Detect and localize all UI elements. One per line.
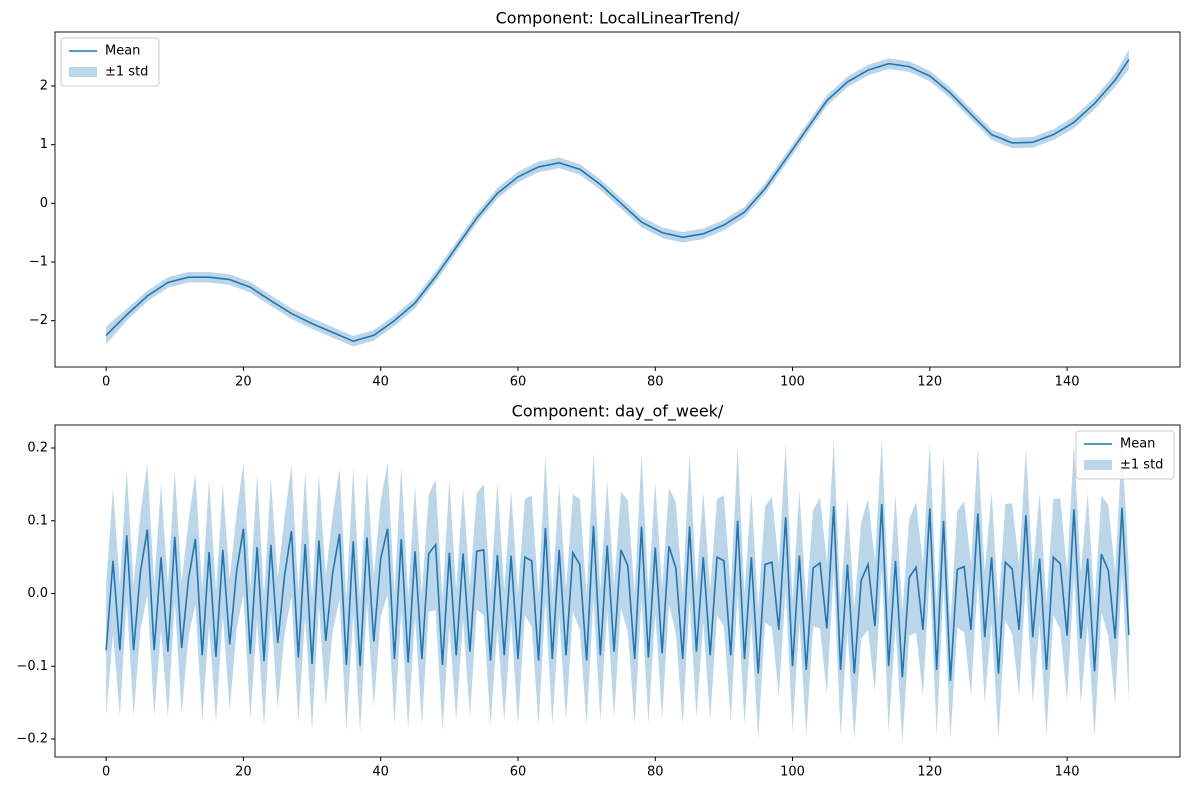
y-tick-label: 1 <box>40 137 48 152</box>
chart-title: Component: day_of_week/ <box>512 402 724 422</box>
plot-area <box>105 438 1130 743</box>
y-tick-label: −0.2 <box>16 732 48 747</box>
chart-title: Component: LocalLinearTrend/ <box>496 9 740 28</box>
x-tick-label: 60 <box>510 375 527 390</box>
axes-frame <box>54 31 1181 368</box>
legend-label: Mean <box>105 44 140 59</box>
mean-line <box>105 59 1130 343</box>
x-tick-label: 80 <box>647 765 664 780</box>
x-tick-label: 140 <box>1055 765 1080 780</box>
legend-band-swatch <box>69 67 97 77</box>
legend-label: Mean <box>1120 437 1155 452</box>
y-tick-label: −1 <box>29 254 48 269</box>
x-tick-label: 20 <box>235 375 252 390</box>
axes-frame <box>54 424 1181 758</box>
y-tick-label: 0 <box>40 196 48 211</box>
x-tick-label: 80 <box>647 375 664 390</box>
x-tick-label: 0 <box>102 765 110 780</box>
x-tick-label: 0 <box>102 375 110 390</box>
legend-label: ±1 std <box>105 65 148 80</box>
plot-area <box>105 49 1130 347</box>
legend-label: ±1 std <box>1120 458 1163 473</box>
y-tick-label: 2 <box>40 78 48 93</box>
std-band <box>106 49 1129 347</box>
y-tick-label: −0.1 <box>16 659 48 674</box>
legend: Mean ±1 std <box>1075 430 1175 480</box>
x-tick-label: 40 <box>372 765 389 780</box>
x-tick-label: 100 <box>780 375 805 390</box>
x-tick-label: 40 <box>372 375 389 390</box>
x-tick-label: 140 <box>1055 375 1080 390</box>
y-tick-label: 0.2 <box>27 440 48 455</box>
y-tick-label: 0.1 <box>27 513 48 528</box>
legend-band-swatch <box>1084 460 1112 470</box>
x-tick-label: 100 <box>780 765 805 780</box>
x-tick-label: 20 <box>235 765 252 780</box>
x-tick-label: 120 <box>917 765 942 780</box>
x-tick-label: 60 <box>510 765 527 780</box>
mean-line <box>105 503 1130 681</box>
y-tick-label: −2 <box>29 313 48 328</box>
legend: Mean ±1 std <box>60 37 160 87</box>
x-tick-label: 120 <box>917 375 942 390</box>
y-tick-label: 0.0 <box>27 586 48 601</box>
